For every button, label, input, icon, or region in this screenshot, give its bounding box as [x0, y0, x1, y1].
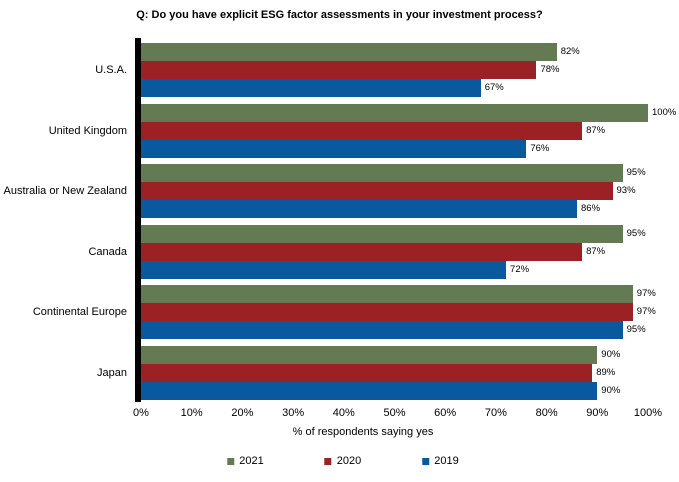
legend-item-2019: 2019 — [422, 455, 459, 467]
bar-value-label: 86% — [581, 203, 601, 215]
bar-line: 95% — [141, 164, 648, 183]
x-tick-label: 40% — [332, 407, 355, 419]
bar-line: 87% — [141, 242, 648, 261]
bar-value-label: 89% — [596, 366, 616, 378]
bar-line: 97% — [141, 303, 656, 322]
bar-2021 — [141, 285, 633, 304]
legend-marker-icon — [324, 457, 332, 465]
bar-2019 — [141, 321, 623, 340]
bar-value-label: 97% — [636, 288, 656, 300]
legend-marker-icon — [422, 457, 430, 465]
category-label: Canada — [88, 245, 127, 258]
bar-line: 78% — [141, 61, 648, 80]
bar-value-label: 95% — [626, 167, 646, 179]
bar-value-label: 87% — [586, 245, 606, 257]
x-tick-label: 90% — [586, 407, 609, 419]
bar-value-label: 93% — [616, 185, 636, 197]
bar-line: 89% — [141, 363, 648, 382]
bar-line: 90% — [141, 381, 648, 400]
bar-value-label: 82% — [560, 46, 580, 58]
x-axis-label: % of respondents saying yes — [292, 426, 434, 438]
legend-label: 2020 — [336, 455, 362, 467]
chart-row: United Kingdom 100% 87% 76% — [49, 101, 676, 162]
bar-2021 — [141, 103, 648, 122]
bar-line: 97% — [141, 285, 656, 304]
bar-line: 90% — [141, 345, 648, 364]
bar-line: 76% — [141, 139, 648, 158]
bar-value-label: 97% — [636, 306, 656, 318]
x-tick-label: 70% — [484, 407, 507, 419]
x-tick-label: 30% — [282, 407, 305, 419]
x-tick-label: 50% — [383, 407, 406, 419]
legend-item-2021: 2021 — [227, 455, 264, 467]
bar-2019 — [141, 381, 598, 400]
bar-2020 — [141, 363, 593, 382]
x-tick-label: 10% — [180, 407, 203, 419]
bar-2019 — [141, 260, 507, 279]
chart-row: Japan 90% 89% 90% — [97, 343, 648, 404]
chart-row: U.S.A. 82% 78% 67% — [95, 40, 648, 101]
bar-2020 — [141, 61, 537, 80]
legend-item-2020: 2020 — [324, 455, 362, 467]
bar-value-label: 67% — [484, 82, 504, 94]
bar-line: 100% — [141, 103, 676, 122]
legend-label: 2021 — [239, 455, 264, 467]
category-label: Australia or New Zealand — [3, 185, 127, 198]
bar-value-label: 72% — [510, 263, 530, 275]
chart-legend: 2021 2020 2019 — [227, 455, 459, 467]
chart-row: Continental Europe 97% 97% 95% — [33, 282, 656, 343]
bar-2021 — [141, 345, 598, 364]
bar-value-label: 100% — [652, 106, 677, 118]
category-label: Continental Europe — [32, 306, 127, 319]
category-label: U.S.A. — [95, 64, 127, 77]
chart-row: Canada 95% 87% 72% — [88, 222, 648, 283]
bar-2020 — [141, 242, 583, 261]
y-axis-line — [135, 38, 141, 402]
bar-line: 72% — [141, 260, 648, 279]
bar-value-label: 76% — [530, 142, 550, 154]
x-tick-label: 100% — [633, 407, 663, 419]
bar-2019 — [141, 79, 481, 98]
category-label: United Kingdom — [48, 124, 127, 137]
bar-2020 — [141, 182, 613, 201]
chart-row: Australia or New Zealand 95% 93% 86% — [3, 161, 648, 222]
legend-marker-icon — [227, 457, 235, 465]
x-tick-label: 80% — [535, 407, 558, 419]
bar-2019 — [141, 200, 578, 219]
bar-line: 95% — [141, 321, 648, 340]
bar-line: 93% — [141, 182, 648, 201]
bar-value-label: 90% — [601, 348, 621, 360]
x-tick-label: 20% — [231, 407, 254, 419]
bar-line: 67% — [141, 79, 648, 98]
x-tick-label: 0% — [133, 407, 149, 419]
bar-value-label: 95% — [626, 324, 646, 336]
legend-label: 2019 — [434, 455, 459, 467]
plot-rows: U.S.A. 82% 78% 67% United Kingdom 100% 87% 76% A… — [3, 40, 676, 404]
bar-line: 86% — [141, 200, 648, 219]
bar-2019 — [141, 139, 527, 158]
x-axis-ticks: 0% 10% 20% 30% 40% 50% 60% 70% 80% 90% 100% — [133, 407, 662, 421]
bar-value-label: 95% — [626, 227, 646, 239]
bar-value-label: 78% — [540, 64, 560, 76]
bar-2021 — [141, 224, 623, 243]
bar-line: 95% — [141, 224, 648, 243]
bar-line: 87% — [141, 121, 648, 140]
chart-title: Q: Do you have explicit ESG factor asses… — [136, 9, 543, 21]
category-label: Japan — [97, 366, 127, 379]
bar-2020 — [141, 303, 633, 322]
bar-2020 — [141, 121, 583, 140]
bar-value-label: 90% — [601, 384, 621, 396]
bar-line: 82% — [141, 43, 648, 62]
bar-2021 — [141, 43, 557, 62]
x-tick-label: 60% — [434, 407, 457, 419]
bar-value-label: 87% — [586, 124, 606, 136]
bar-2021 — [141, 164, 623, 183]
